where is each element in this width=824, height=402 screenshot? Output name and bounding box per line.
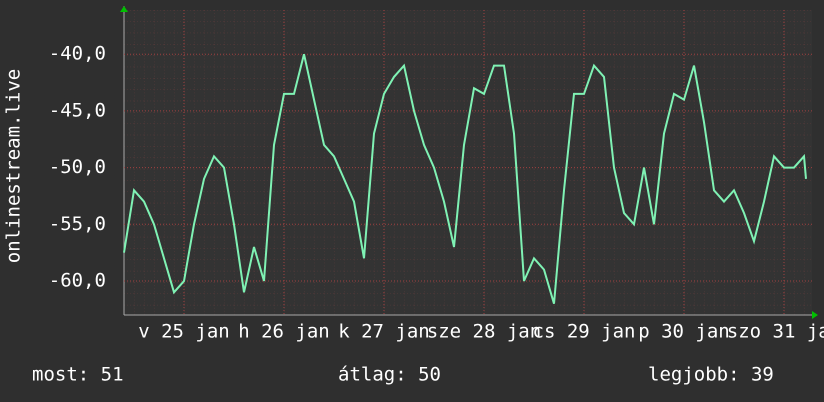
x-arrow xyxy=(812,311,818,319)
y-tick-label: -60,0 xyxy=(49,269,106,291)
y-axis-label: onlinestream.live xyxy=(3,69,25,263)
data-line xyxy=(123,53,807,304)
x-tick-label: v 25 jan xyxy=(138,321,230,343)
y-tick-label: -50,0 xyxy=(49,156,106,178)
x-tick-label: sze 28 jan xyxy=(427,321,541,343)
x-tick-label: k 27 jan xyxy=(338,321,430,343)
y-tick-label: -55,0 xyxy=(49,213,106,235)
y-tick-label: -40,0 xyxy=(49,43,106,65)
x-tick-label: cs 29 jan xyxy=(533,321,636,343)
y-tick-label: -45,0 xyxy=(49,99,106,121)
stat-label: átlag: 50 xyxy=(338,364,441,386)
x-tick-label: p 30 jan xyxy=(638,321,730,343)
minor-grid xyxy=(124,10,812,315)
stat-label: legjobb: 39 xyxy=(648,364,774,386)
y-arrow xyxy=(120,6,128,12)
x-tick-label: szo 31 jan xyxy=(727,321,824,343)
x-tick-label: h 26 jan xyxy=(238,321,330,343)
stat-label: most: 51 xyxy=(32,364,124,386)
